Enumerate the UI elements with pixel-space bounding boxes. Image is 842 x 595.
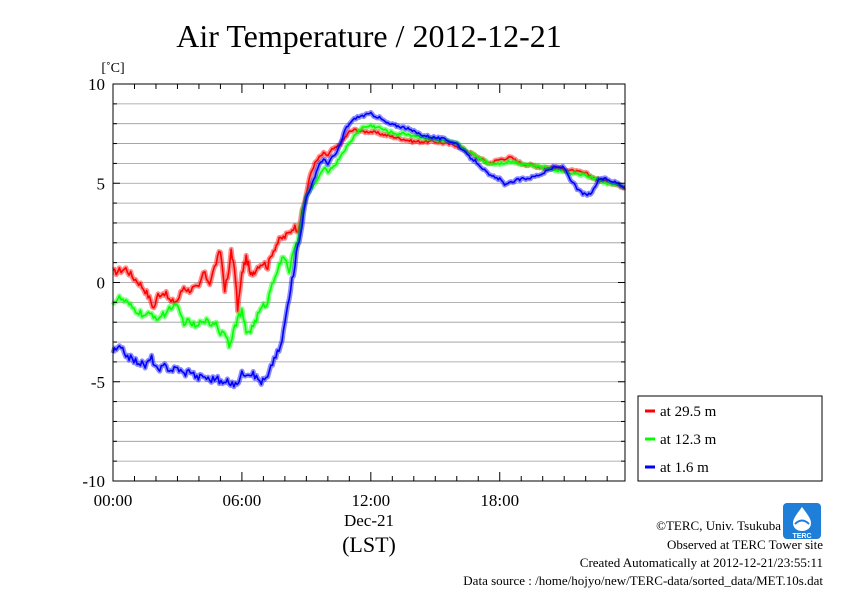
legend-label: at 12.3 m (660, 432, 717, 448)
data-source-text: Data source : /home/hojyo/new/TERC-data/… (463, 573, 823, 588)
y-tick-label: -10 (82, 472, 105, 491)
series-halo (111, 126, 627, 314)
legend-label: at 29.5 m (660, 404, 717, 420)
chart-title: Air Temperature / 2012-12-21 (176, 18, 562, 54)
x-axis-title: (LST) (342, 532, 396, 557)
legend-box (637, 395, 823, 482)
series-halo (110, 110, 627, 390)
legend-label: at 1.6 m (660, 460, 709, 476)
x-tick-label: 00:00 (94, 491, 133, 510)
y-axis: 10 5 0 -5 -10 (82, 75, 625, 491)
series-line (112, 128, 626, 312)
x-tick-label: 12:00 (351, 491, 390, 510)
series-group (110, 110, 627, 390)
x-axis: 00:00 06:00 12:00 18:00 (94, 84, 608, 510)
x-axis-date-label: Dec-21 (344, 511, 394, 530)
logo-text: TERC (792, 533, 811, 540)
observed-text: Observed at TERC Tower site (667, 537, 823, 552)
series-halo (110, 122, 627, 350)
water-drop-icon (793, 507, 811, 531)
terc-logo: TERC (783, 503, 821, 540)
y-axis-unit-label: [˚C] (101, 61, 124, 76)
y-tick-label: 10 (88, 75, 105, 94)
series-line (112, 111, 626, 388)
legend: at 29.5 m at 12.3 m at 1.6 m (637, 395, 823, 482)
y-tick-label: -5 (91, 373, 105, 392)
y-tick-label: 5 (97, 174, 106, 193)
grid-lines (113, 103, 625, 462)
series-line (112, 124, 626, 349)
x-tick-label: 18:00 (480, 491, 519, 510)
y-tick-label: 0 (97, 274, 106, 293)
created-text: Created Automatically at 2012-12-21/23:5… (580, 555, 823, 570)
copyright-text: ©TERC, Univ. Tsukuba (656, 518, 781, 533)
x-tick-label: 06:00 (223, 491, 262, 510)
